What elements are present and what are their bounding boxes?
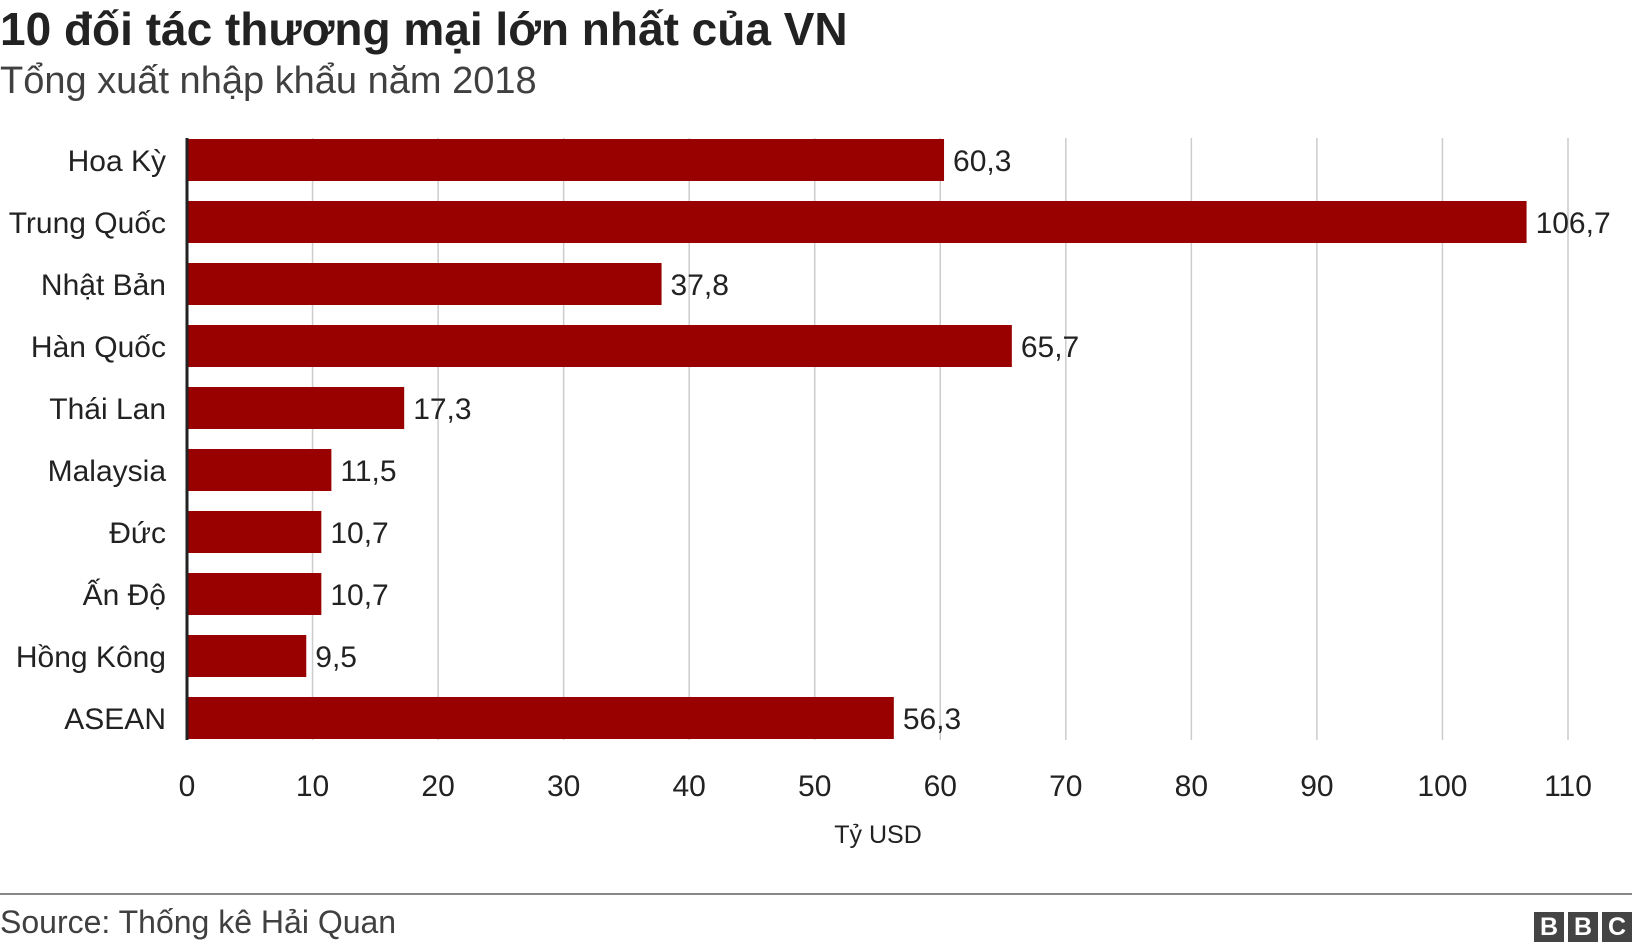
category-label: Malaysia: [48, 455, 167, 488]
category-label: Đức: [109, 517, 166, 550]
logo-letter: B: [1534, 912, 1564, 942]
category-label: Trung Quốc: [9, 207, 166, 240]
bar-value-label: 106,7: [1536, 207, 1611, 240]
bar: [187, 449, 332, 491]
bar-value-label: 10,7: [330, 517, 388, 550]
category-label: Thái Lan: [49, 393, 166, 426]
bar-value-label: 37,8: [671, 269, 729, 302]
category-label: ASEAN: [64, 703, 166, 736]
x-tick-label: 60: [924, 770, 957, 803]
x-tick-label: 30: [547, 770, 580, 803]
bar: [187, 511, 322, 553]
bar: [187, 263, 662, 305]
bar: [187, 201, 1527, 243]
chart-title: 10 đối tác thương mại lớn nhất của VN: [0, 3, 848, 55]
category-label: Nhật Bản: [41, 269, 166, 302]
source-note: Source: Thống kê Hải Quan: [0, 904, 397, 940]
bar-value-label: 9,5: [315, 641, 357, 674]
bar: [187, 635, 307, 677]
bar: [187, 325, 1012, 367]
bar-chart: 0 10 20 30 40 50 60 70 80 90 100 110 60,3 Hoa Kỳ 106,7…: [9, 138, 1611, 849]
bar-value-label: 60,3: [953, 145, 1011, 178]
footer-divider: [0, 893, 1632, 895]
x-tick-label: 80: [1175, 770, 1208, 803]
x-tick-label: 10: [296, 770, 329, 803]
x-tick-label: 70: [1049, 770, 1082, 803]
chart-subtitle: Tổng xuất nhập khẩu năm 2018: [0, 60, 537, 102]
bar-value-label: 11,5: [340, 455, 396, 488]
category-label: Hoa Kỳ: [68, 145, 166, 178]
x-tick-label: 90: [1300, 770, 1333, 803]
bar: [187, 697, 894, 739]
x-tick-label: 110: [1544, 770, 1592, 803]
x-tick-label: 40: [672, 770, 705, 803]
x-tick-label: 50: [798, 770, 831, 803]
bar-value-label: 56,3: [903, 703, 961, 736]
bar-value-label: 65,7: [1021, 331, 1079, 364]
x-tick-label: 100: [1417, 770, 1467, 803]
bar: [187, 387, 405, 429]
bbc-logo: B B C: [1534, 912, 1632, 942]
bar-value-label: 10,7: [330, 579, 388, 612]
x-tick-label: 20: [421, 770, 454, 803]
logo-letter: B: [1568, 912, 1598, 942]
x-axis-title: Tỷ USD: [834, 821, 922, 849]
bar: [187, 573, 322, 615]
category-label: Ấn Độ: [83, 578, 166, 612]
category-label: Hồng Kông: [16, 641, 166, 674]
bar: [187, 139, 945, 181]
bar-value-label: 17,3: [413, 393, 471, 426]
logo-letter: C: [1602, 912, 1632, 942]
x-tick-label: 0: [179, 770, 196, 803]
category-label: Hàn Quốc: [31, 331, 166, 364]
